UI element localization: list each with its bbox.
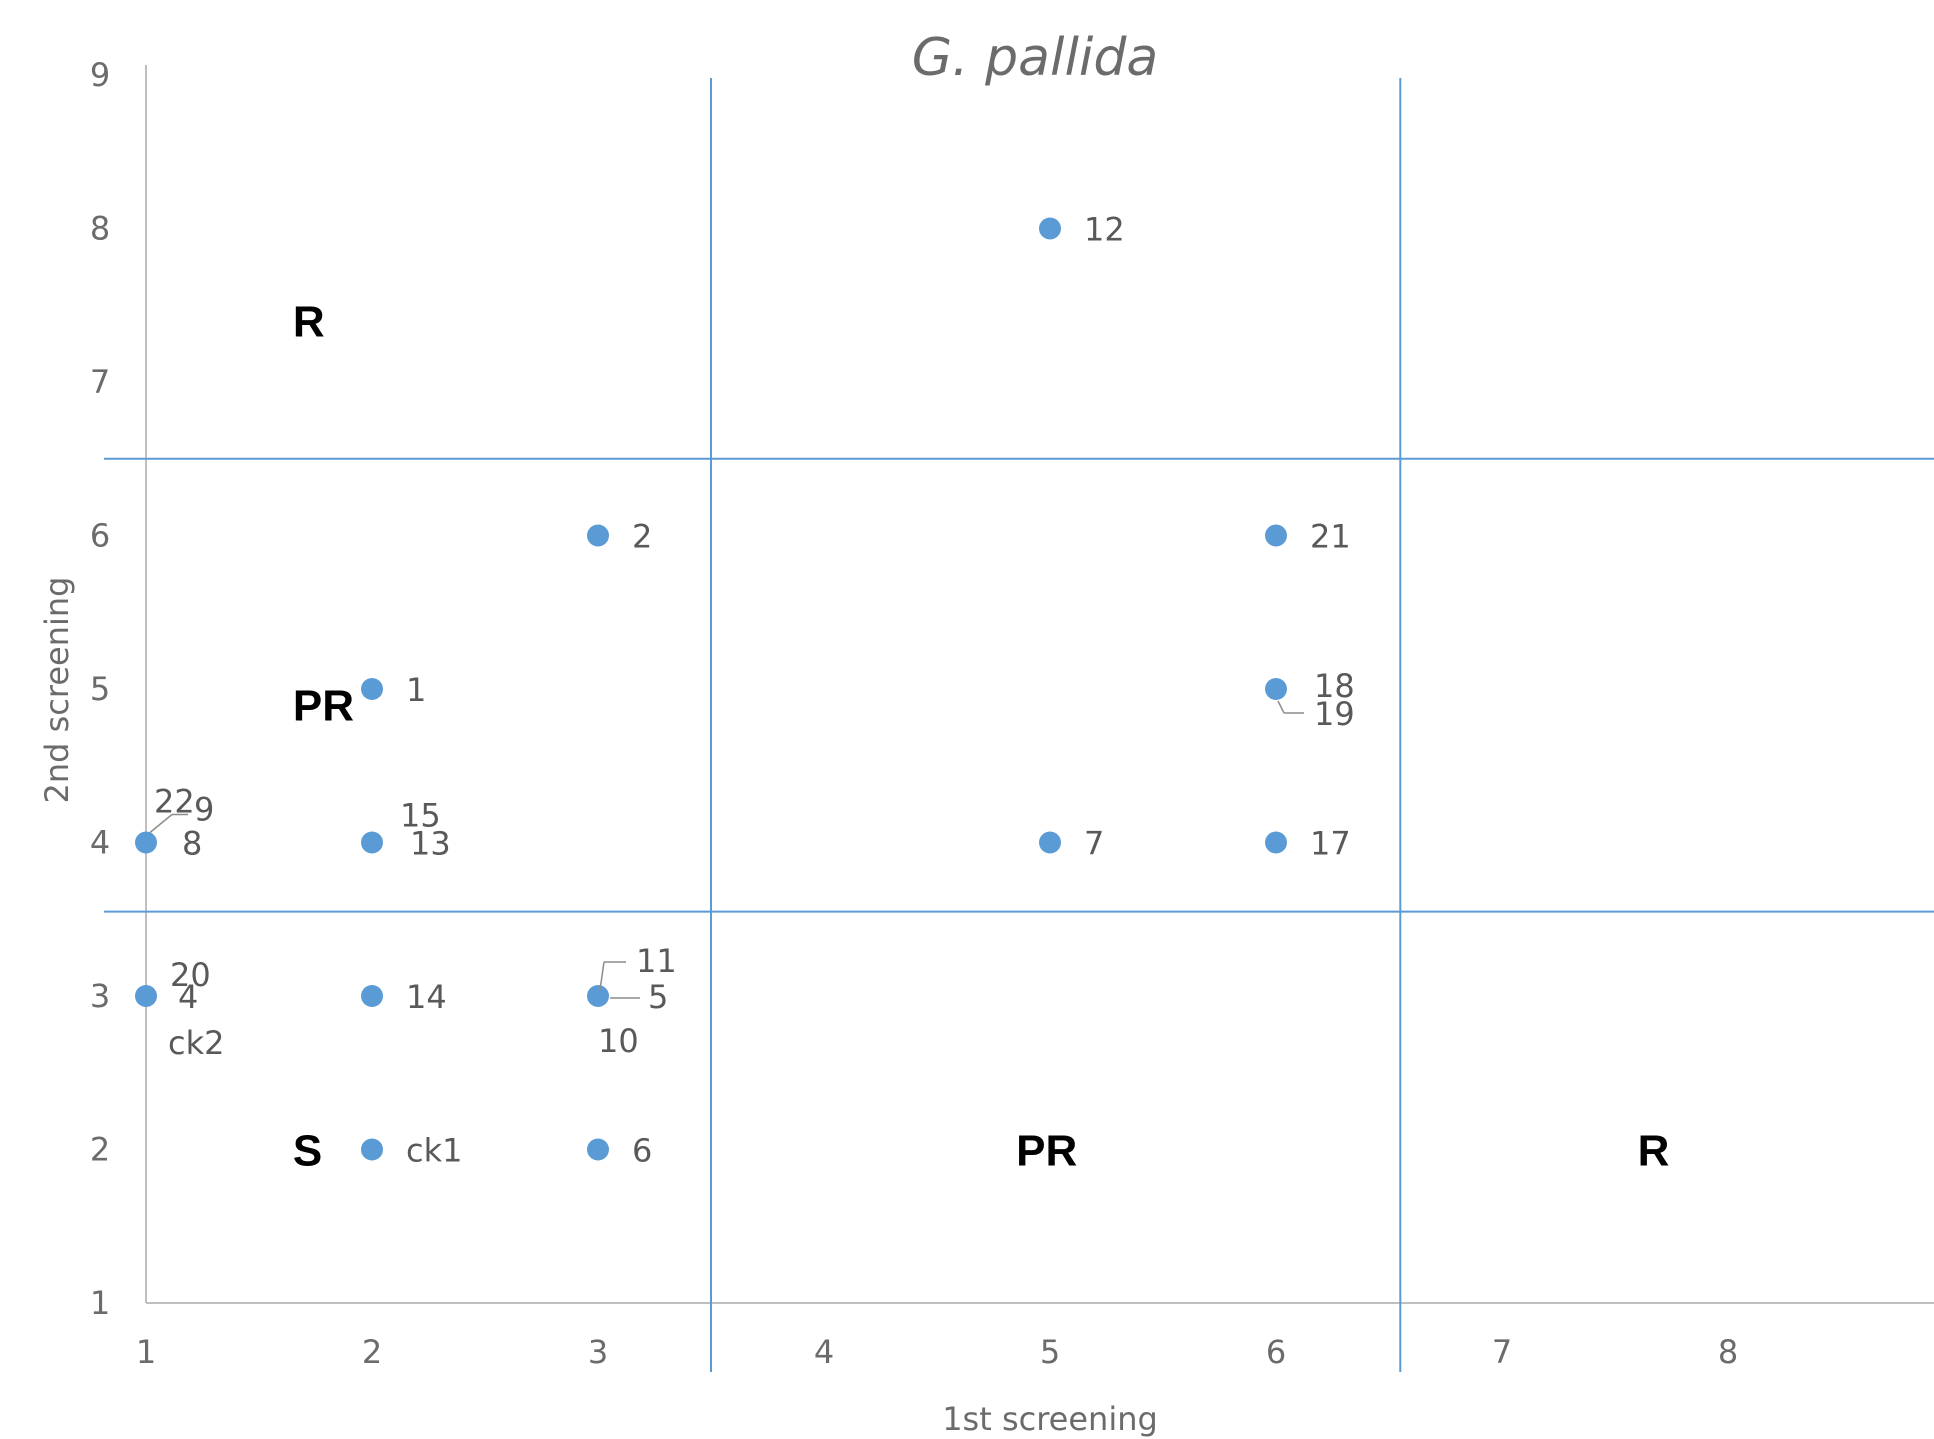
x-tick-label: 2: [362, 1333, 382, 1371]
point-label: 21: [1310, 518, 1351, 556]
point-label: 6: [632, 1132, 652, 1170]
point-label: 9: [194, 791, 214, 829]
point-label: 14: [406, 978, 447, 1016]
y-tick-label: 4: [90, 824, 110, 862]
point-label: ck1: [406, 1132, 462, 1170]
y-tick-label: 3: [90, 977, 110, 1015]
data-point: [1265, 831, 1287, 854]
y-tick-label: 9: [90, 56, 110, 94]
data-point: [135, 985, 157, 1007]
data-points: [135, 217, 1287, 1161]
x-tick-label: 6: [1266, 1333, 1286, 1371]
data-point: [361, 985, 383, 1007]
zone-labels: R PR S PR R: [293, 298, 1669, 1176]
data-point: [1265, 524, 1287, 547]
data-point: [587, 524, 609, 547]
point-label: 11: [636, 942, 677, 980]
tick-labels: 123456789123456789: [90, 56, 1738, 1371]
chart-title: G. pallida: [912, 28, 1158, 88]
point-label: 20: [170, 956, 211, 994]
x-tick-label: 1: [136, 1333, 156, 1371]
point-label: ck2: [168, 1024, 224, 1062]
x-tick-label: 8: [1718, 1333, 1738, 1371]
point-label: 7: [1084, 825, 1104, 863]
data-point: [361, 678, 383, 700]
x-axis-label: 1st screening: [942, 1400, 1158, 1438]
data-point: [135, 831, 157, 854]
point-label: 12: [1084, 211, 1125, 249]
y-tick-label: 8: [90, 210, 110, 248]
point-label: 13: [410, 825, 451, 863]
x-tick-label: 5: [1040, 1333, 1060, 1371]
y-axis-label: 2nd screening: [38, 577, 76, 804]
data-point: [587, 985, 609, 1007]
point-label: 8: [182, 825, 202, 863]
point-label: 1: [406, 671, 426, 709]
zone-label: PR: [293, 681, 354, 730]
point-label: 15: [400, 797, 441, 835]
data-point: [1265, 678, 1287, 700]
y-tick-label: 6: [90, 517, 110, 555]
y-tick-label: 7: [90, 363, 110, 401]
point-label: 18: [1314, 667, 1355, 705]
label-leader-line: [1277, 700, 1285, 714]
x-tick-label: 7: [1492, 1333, 1512, 1371]
point-label: 19: [1314, 695, 1355, 733]
y-tick-label: 1: [90, 1284, 110, 1322]
data-point: [587, 1138, 609, 1161]
data-point: [361, 831, 383, 854]
x-tick-label: 3: [588, 1333, 608, 1371]
data-point: [361, 1138, 383, 1161]
label-leader-line: [149, 813, 173, 834]
point-label: 2: [632, 518, 652, 556]
label-leader-line: [599, 961, 605, 991]
data-point: [1039, 217, 1061, 240]
quadrant-dividers: [104, 78, 1934, 1372]
point-label: 4: [178, 978, 198, 1016]
point-label: 5: [648, 978, 668, 1016]
zone-label: PR: [1016, 1127, 1077, 1176]
zone-label: R: [293, 298, 325, 347]
axes: [145, 65, 1934, 1304]
y-tick-label: 2: [90, 1131, 110, 1169]
point-label: 10: [598, 1022, 639, 1060]
x-tick-label: 4: [814, 1333, 834, 1371]
y-tick-label: 5: [90, 670, 110, 708]
point-label: 17: [1310, 825, 1351, 863]
data-point: [1039, 831, 1061, 854]
zone-label: S: [293, 1127, 322, 1176]
zone-label: R: [1638, 1127, 1670, 1176]
